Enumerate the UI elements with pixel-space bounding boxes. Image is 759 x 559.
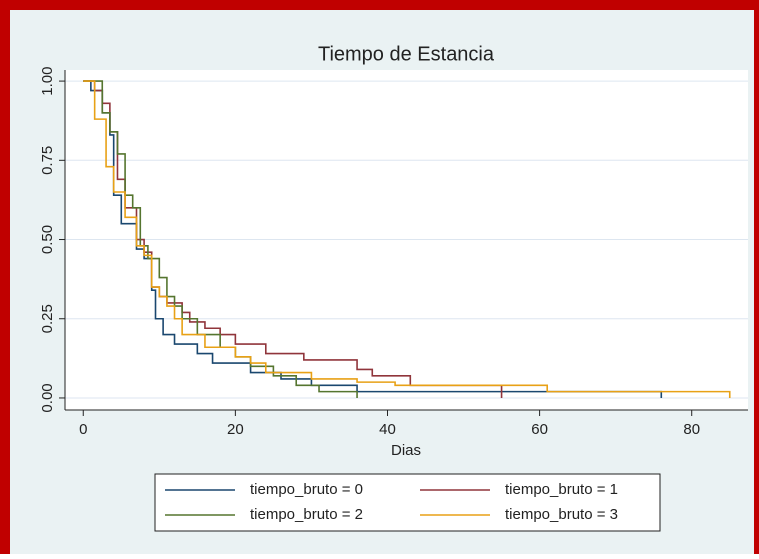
x-tick-label: 40 — [379, 421, 396, 438]
y-tick-label: 0.00 — [39, 383, 56, 412]
x-axis-label: Dias — [391, 442, 421, 459]
legend — [154, 473, 661, 532]
legend-label: tiempo_bruto = 3 — [505, 506, 618, 523]
survival-line — [83, 80, 663, 398]
x-tick-label: 80 — [683, 421, 700, 438]
chart-title: Tiempo de Estancia — [318, 43, 495, 65]
legend-label: tiempo_bruto = 0 — [250, 481, 363, 498]
y-tick-label: 1.00 — [39, 66, 56, 95]
survival-line — [83, 80, 731, 398]
legend-label: tiempo_bruto = 2 — [250, 506, 363, 523]
y-tick-label: 0.50 — [39, 225, 56, 254]
x-tick-label: 0 — [79, 421, 87, 438]
legend-label: tiempo_bruto = 1 — [505, 481, 618, 498]
y-tick-label: 0.25 — [39, 304, 56, 333]
x-tick-label: 20 — [227, 421, 244, 438]
y-tick-label: 0.75 — [39, 146, 56, 175]
x-tick-label: 60 — [531, 421, 548, 438]
